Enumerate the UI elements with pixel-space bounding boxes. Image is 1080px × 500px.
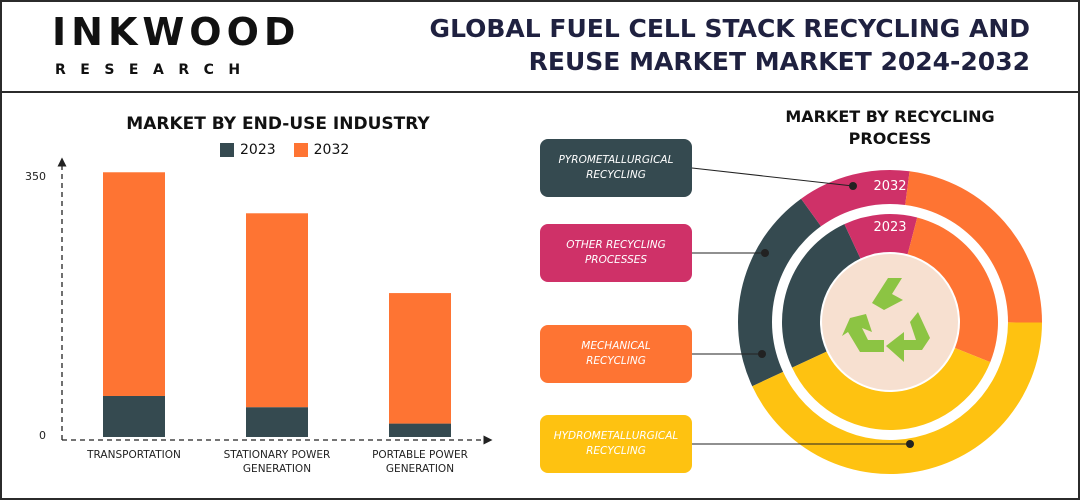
brand-logo-name: INKWOOD (52, 10, 301, 54)
page-title-line-2: REUSE MARKET MARKET 2024-2032 (528, 47, 1030, 76)
category-pill-mechanical: MECHANICAL RECYCLING (540, 325, 692, 383)
connector-dot-3 (906, 440, 914, 448)
bar-2032-1 (246, 213, 308, 408)
brand-logo-subtitle: RESEARCH (55, 62, 255, 78)
connector-dot-1 (761, 249, 769, 257)
y-tick-label-top: 350 (25, 170, 46, 183)
donut-segment-2032-0 (738, 198, 821, 387)
connector-dot-2 (758, 350, 766, 358)
donut-segment-2023-2 (907, 217, 998, 363)
x-tick-label-0: TRANSPORTATION (86, 449, 181, 461)
legend-swatch-2032 (293, 143, 308, 157)
bar-2032-2 (389, 293, 451, 424)
ring-label-2023: 2023 (873, 220, 906, 235)
donut-segment-2032-2 (905, 171, 1042, 323)
donut-center-disk (822, 254, 958, 390)
connector-line-0 (691, 167, 854, 187)
page-title: GLOBAL FUEL CELL STACK RECYCLING AND REU… (350, 12, 1030, 78)
x-tick-label-1: STATIONARY POWER GENERATION (224, 449, 331, 475)
legend-label-2023: 2023 (240, 142, 276, 158)
ring-label-2032: 2032 (873, 179, 906, 194)
bar-2032-0 (103, 172, 165, 396)
legend-item-2023: 2023 (220, 142, 276, 158)
legend-swatch-2023 (220, 143, 234, 157)
legend-label-2032: 2032 (313, 142, 350, 158)
category-label-mechanical: MECHANICAL RECYCLING (581, 340, 651, 367)
donut-segment-2023-3 (792, 347, 991, 430)
page-title-line-1: GLOBAL FUEL CELL STACK RECYCLING AND (429, 14, 1030, 43)
category-pill-hydrometallurgical: HYDROMETALLURGICAL RECYCLING (540, 415, 692, 473)
y-tick-label-bottom: 0 (39, 429, 46, 442)
recycle-arrow-2 (842, 314, 884, 352)
category-label-other-processes: OTHER RECYCLING PROCESSES (566, 239, 666, 266)
donut-segment-2023-1 (844, 214, 918, 259)
recycle-icon (842, 278, 930, 362)
bar-chart: 350 0 TRANSPORTATION STATIONARY POWER GENE… (25, 157, 493, 475)
bar-chart-title: MARKET BY END-USE INDUSTRY (126, 114, 430, 134)
donut-segment-2023-0 (782, 224, 861, 368)
donut-segment-2032-3 (752, 322, 1042, 474)
category-pill-other-processes: OTHER RECYCLING PROCESSES (540, 224, 692, 282)
bar-2023-2 (389, 423, 451, 437)
category-label-pyrometallurgical: PYROMETALLURGICAL RECYCLING (558, 154, 674, 181)
header: INKWOOD RESEARCH GLOBAL FUEL CELL STACK … (0, 0, 1080, 93)
connector-dot-0 (849, 182, 857, 190)
category-label-hydrometallurgical: HYDROMETALLURGICAL RECYCLING (553, 430, 679, 457)
bar-2023-1 (246, 407, 308, 437)
category-pill-pyrometallurgical: PYROMETALLURGICAL RECYCLING (540, 139, 692, 197)
recycle-arrow-1 (886, 312, 930, 362)
donut-segment-2032-1 (801, 170, 910, 227)
bar-2023-0 (103, 395, 165, 437)
donut-chart-title: MARKET BY RECYCLING PROCESS (785, 107, 995, 148)
recycle-arrow-0 (872, 278, 903, 310)
legend-item-2032: 2032 (293, 142, 350, 158)
x-tick-label-2: PORTABLE POWER GENERATION (372, 449, 468, 475)
bar-chart-legend: 2023 2032 (220, 142, 367, 158)
